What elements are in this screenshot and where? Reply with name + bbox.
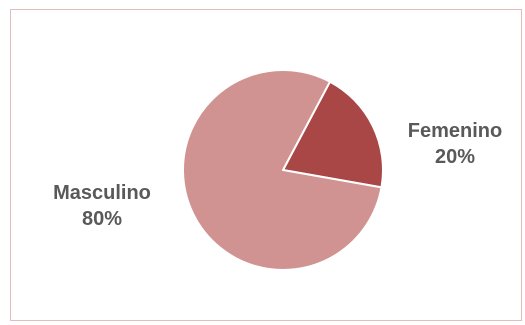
pie-slice-masculino bbox=[181, 69, 383, 272]
slice-label-femenino: Femenino 20% bbox=[400, 118, 510, 170]
pie-slices bbox=[181, 69, 384, 272]
slice-label-masculino-value: 80% bbox=[81, 208, 123, 230]
slice-label-masculino-name: Masculino bbox=[53, 182, 151, 204]
slice-label-femenino-name: Femenino bbox=[407, 120, 503, 142]
pie-slice-femenino bbox=[282, 80, 384, 189]
slice-label-masculino: Masculino 80% bbox=[35, 180, 169, 232]
slice-label-femenino-value: 20% bbox=[434, 146, 476, 168]
